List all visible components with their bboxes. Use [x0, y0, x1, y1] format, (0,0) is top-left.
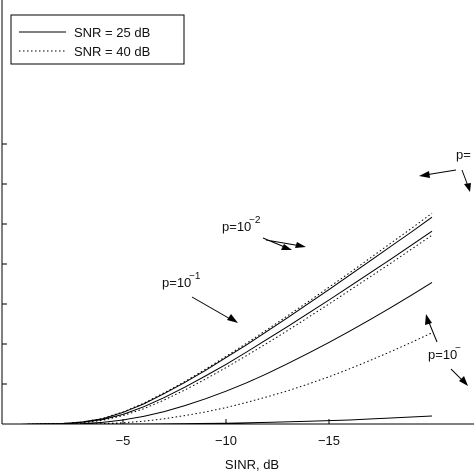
annotation-p1-arrowhead: [227, 314, 238, 323]
annotation-p3-arrowhead-a: [419, 171, 430, 178]
series-line-solid-p1: [19, 216, 433, 424]
annotation-p2-arrowhead-b: [295, 242, 306, 248]
x-tick-label: −5: [116, 433, 131, 448]
annotation-p1: p=10 −1: [162, 271, 238, 323]
legend-box: [10, 14, 185, 65]
series-layer: [19, 212, 433, 424]
annotation-p4: p=10 −: [425, 314, 468, 386]
annotation-p4-arrowhead-up: [425, 314, 432, 325]
x-axis-title: SINR, dB: [225, 457, 279, 472]
x-ticks: −5 −10 −15: [116, 419, 340, 448]
legend-entry-solid: SNR = 25 dB: [19, 25, 150, 40]
annotation-p3-arrowhead-b: [464, 183, 471, 192]
annotation-p2-base: p=10: [222, 219, 251, 234]
x-tick-label: −15: [318, 433, 340, 448]
legend-label-dotted: SNR = 40 dB: [74, 44, 150, 59]
annotation-p1-exp: −1: [189, 271, 201, 282]
annotation-p4-exp: −: [455, 343, 461, 354]
annotation-p1-base: p=10: [162, 275, 191, 290]
series-line-solid-p3: [19, 281, 433, 424]
legend-label-solid: SNR = 25 dB: [74, 25, 150, 40]
y-ticks: [2, 143, 7, 385]
annotation-p3-arrow-a: [424, 169, 457, 176]
annotation-p2: p=10 −2: [222, 215, 306, 250]
series-line-dotted-p1: [19, 212, 433, 424]
legend: SNR = 25 dB SNR = 40 dB: [10, 14, 185, 65]
annotation-p3: p=: [419, 147, 471, 192]
series-line-solid-p2: [19, 230, 433, 424]
annotation-p4-arrowhead-down: [459, 376, 468, 386]
annotation-p2-arrowhead-a: [281, 244, 292, 250]
series-line-dotted-p2: [19, 234, 433, 424]
annotation-p4-base: p=10: [428, 347, 457, 362]
annotation-p2-arrow-b: [265, 239, 302, 247]
legend-entry-dotted: SNR = 40 dB: [19, 44, 150, 59]
annotations-layer: p=10 −1 p=10 −2 p= p=10 −: [162, 147, 471, 386]
series-line-dotted-p3: [19, 332, 433, 424]
x-tick-label: −10: [215, 433, 237, 448]
annotation-p2-exp: −2: [249, 215, 261, 226]
annotation-p1-arrow: [191, 296, 233, 321]
annotation-p3-base: p=: [456, 147, 471, 162]
series-line-solid-p4: [19, 415, 433, 424]
annotation-p3-arrow-b: [461, 169, 469, 187]
